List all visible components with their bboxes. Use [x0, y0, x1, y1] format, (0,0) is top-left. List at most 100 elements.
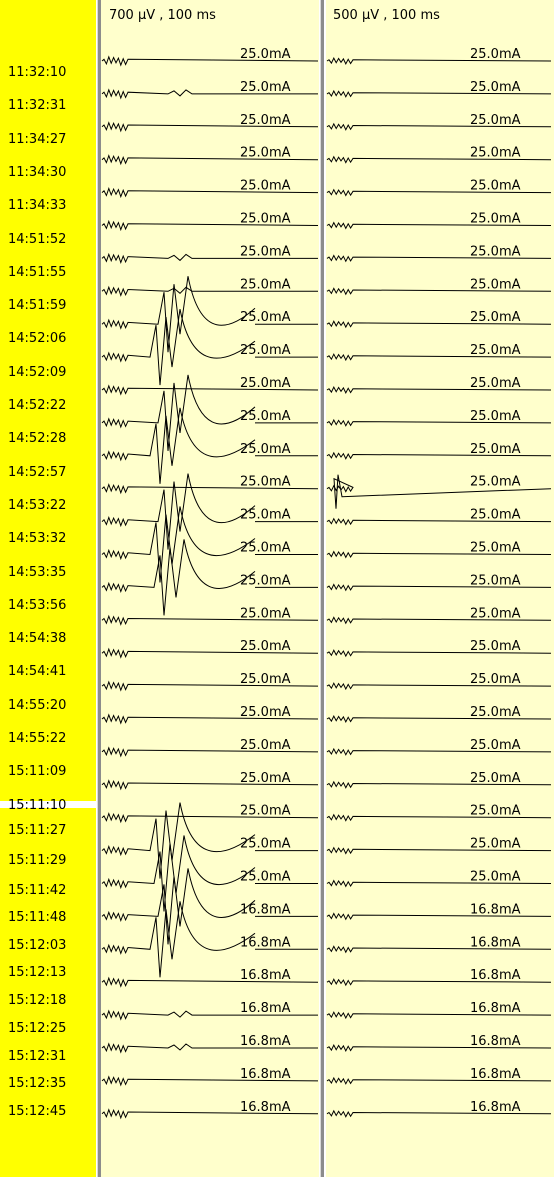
timestamp-label: 15:12:31 [8, 1049, 67, 1064]
trace-right [326, 155, 552, 164]
timestamp-label: 14:51:55 [8, 264, 67, 280]
amplitude-label-left: 25.0mA [240, 541, 291, 556]
amplitude-label-left: 25.0mA [240, 277, 291, 292]
trace-right [326, 517, 552, 526]
trace-left [101, 309, 318, 386]
amplitude-label-left: 25.0mA [240, 244, 291, 259]
trace-right [326, 813, 552, 822]
trace-right [326, 583, 552, 592]
amplitude-label-right: 25.0mA [470, 277, 521, 292]
timestamp-label: 15:12:35 [8, 1076, 67, 1091]
amplitude-label-right: 25.0mA [470, 409, 521, 424]
amplitude-label-left: 16.8mA [240, 1001, 291, 1016]
amplitude-label-right: 25.0mA [470, 80, 521, 95]
amplitude-label-left: 16.8mA [240, 1067, 291, 1082]
timestamp-label: 15:12:18 [8, 993, 67, 1008]
timestamp-label: 15:11:10 [8, 797, 67, 813]
trace-left [101, 835, 318, 912]
amplitude-label-left: 25.0mA [240, 672, 291, 687]
amplitude-label-right: 25.0mA [470, 606, 521, 621]
timestamp-label: 14:55:22 [8, 731, 67, 746]
amplitude-label-right: 16.8mA [470, 902, 521, 917]
amplitude-label-right: 16.8mA [470, 1067, 521, 1082]
timestamp-label: 11:34:33 [8, 198, 67, 214]
trace-left [101, 901, 318, 978]
amplitude-label-right: 25.0mA [470, 705, 521, 720]
trace-right [326, 747, 552, 756]
trace-right [326, 287, 552, 296]
amplitude-label-left: 25.0mA [240, 606, 291, 621]
trace-left [101, 374, 318, 451]
amplitude-label-left: 16.8mA [240, 902, 291, 917]
amplitude-label-left: 25.0mA [240, 179, 291, 194]
trace-left [101, 384, 319, 396]
amplitude-label-left: 25.0mA [240, 442, 291, 457]
trace-left [101, 680, 319, 692]
amplitude-label-left: 25.0mA [240, 639, 291, 654]
trace-left [101, 1009, 318, 1021]
timestamp-label: 11:34:27 [8, 131, 67, 147]
timestamp-label: 15:12:03 [8, 938, 67, 953]
trace-right [326, 978, 552, 987]
timestamp-label: 14:52:28 [8, 431, 67, 447]
timestamp-label: 15:12:45 [8, 1104, 67, 1119]
trace-right [326, 89, 552, 98]
trace-right [326, 451, 552, 460]
trace-right [326, 320, 552, 329]
trace-left [101, 614, 319, 626]
amplitude-label-right: 16.8mA [470, 1001, 521, 1016]
column-header-right: 500 µV , 100 ms [333, 8, 440, 23]
amplitude-label-left: 25.0mA [240, 738, 291, 753]
amplitude-label-right: 25.0mA [470, 541, 521, 556]
amplitude-label-left: 25.0mA [240, 310, 291, 325]
amplitude-label-right: 25.0mA [470, 113, 521, 128]
amplitude-label-left: 25.0mA [240, 376, 291, 391]
timestamp-label: 11:34:30 [8, 164, 67, 180]
trace-left [101, 647, 319, 659]
trace-left [101, 1108, 319, 1120]
timestamp-block-upper [0, 0, 96, 801]
amplitude-label-left: 25.0mA [240, 804, 291, 819]
trace-right [326, 714, 552, 724]
timestamp-label: 15:11:42 [8, 883, 67, 898]
timestamp-label: 14:53:22 [8, 497, 67, 513]
trace-right [326, 912, 552, 921]
trace-left [101, 746, 319, 758]
trace-right [326, 56, 552, 66]
amplitude-label-right: 25.0mA [470, 672, 521, 687]
amplitude-label-right: 16.8mA [470, 1034, 521, 1049]
trace-right [326, 1109, 552, 1118]
amplitude-label-left: 25.0mA [240, 870, 291, 885]
trace-left [101, 812, 319, 824]
timestamp-label: 14:55:20 [8, 697, 67, 713]
timestamp-label: 15:11:29 [8, 853, 67, 868]
amplitude-label-left: 25.0mA [240, 212, 291, 227]
amplitude-label-right: 25.0mA [470, 738, 521, 753]
amplitude-label-left: 16.8mA [240, 968, 291, 983]
timestamp-label: 15:12:25 [8, 1021, 67, 1036]
amplitude-label-left: 25.0mA [240, 475, 291, 490]
trace-right [326, 616, 552, 625]
trace-left [101, 1042, 318, 1054]
column-divider-mid-edge [320, 0, 321, 1177]
amplitude-label-right: 25.0mA [470, 837, 521, 852]
trace-left [101, 1075, 319, 1087]
timestamp-label: 14:52:09 [8, 364, 67, 380]
amplitude-label-left: 25.0mA [240, 508, 291, 523]
amplitude-label-right: 25.0mA [470, 870, 521, 885]
trace-left [101, 252, 318, 264]
timestamp-label: 14:53:32 [8, 531, 67, 547]
trace-left [101, 868, 318, 945]
timestamp-label: 14:51:59 [8, 298, 67, 314]
trace-left [101, 506, 318, 583]
column-divider-left-edge [97, 0, 98, 1177]
amplitude-label-right: 25.0mA [470, 146, 521, 161]
amplitude-label-right: 25.0mA [470, 442, 521, 457]
amplitude-label-right: 25.0mA [470, 47, 521, 62]
timestamp-label: 14:51:52 [8, 231, 67, 247]
trace-right [326, 1076, 552, 1085]
amplitude-label-left: 16.8mA [240, 1034, 291, 1049]
trace-right [326, 254, 552, 263]
amplitude-label-right: 25.0mA [470, 244, 521, 259]
